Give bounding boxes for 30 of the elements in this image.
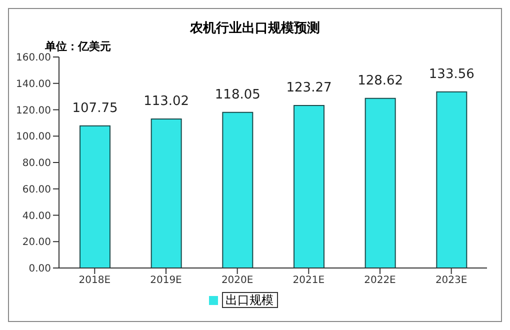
y-tick-label: 160.00 (16, 52, 51, 64)
data-label: 128.62 (358, 73, 404, 88)
y-tick-label: 0.00 (28, 264, 51, 275)
y-tick-label: 60.00 (22, 184, 51, 196)
y-tick-label: 140.00 (16, 78, 51, 90)
bar (80, 125, 110, 268)
data-label: 107.75 (72, 100, 118, 116)
x-tick-label: 2020E (221, 275, 254, 286)
x-tick-label: 2018E (78, 275, 111, 286)
x-tick-label: 2022E (364, 275, 396, 286)
data-label: 118.05 (214, 87, 260, 102)
bar (294, 104, 324, 268)
y-tick-label: 120.00 (16, 105, 51, 116)
y-tick-label: 100.00 (16, 132, 51, 143)
bar (364, 98, 396, 268)
chart-title: 农机行业出口规模预测 (188, 20, 321, 37)
y-tick-label: 40.00 (22, 210, 51, 222)
data-label: 133.56 (428, 66, 474, 82)
bar (436, 91, 468, 268)
legend-label: 出口规模 (222, 292, 278, 308)
bar (222, 112, 254, 268)
data-label: 113.02 (144, 94, 190, 109)
bar (150, 118, 182, 268)
x-tick-label: 2023E (435, 275, 468, 286)
data-label: 123.27 (286, 80, 332, 96)
x-tick-label: 2021E (292, 275, 325, 286)
x-tick-label: 2019E (150, 275, 182, 286)
y-axis-title: 单位：亿美元 (45, 39, 111, 53)
y-tick-label: 20.00 (22, 237, 51, 248)
y-tick-label: 80.00 (22, 158, 51, 170)
